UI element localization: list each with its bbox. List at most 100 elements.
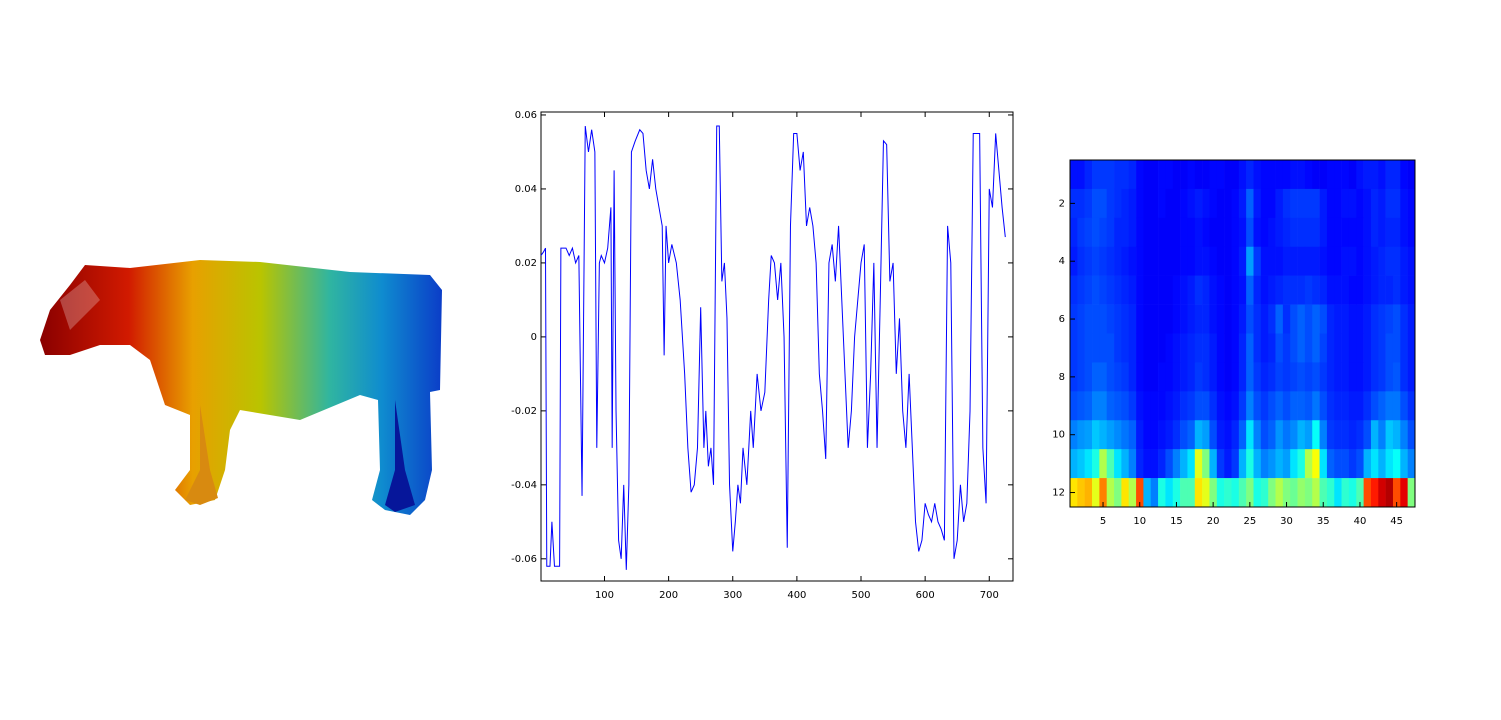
heatmap-cell: [1238, 160, 1247, 190]
heatmap-cell: [1297, 449, 1306, 479]
heatmap-cell: [1224, 275, 1232, 305]
heatmap-cell: [1121, 333, 1130, 363]
heatmap-cell: [1194, 160, 1203, 190]
heatmap-cell: [1348, 217, 1357, 248]
heatmap-cell: [1253, 246, 1262, 276]
heatmap-cell: [1268, 304, 1276, 334]
heatmap-cell: [1290, 160, 1298, 190]
heatmap-cell: [1099, 304, 1108, 334]
x-tick-label: 35: [1317, 516, 1330, 527]
heatmap-cell: [1392, 420, 1401, 450]
heatmap-cell: [1253, 275, 1262, 305]
heatmap-cell: [1092, 420, 1100, 450]
heatmap-cell: [1385, 333, 1394, 363]
heatmap-cell: [1348, 246, 1357, 276]
heatmap-cell: [1128, 188, 1137, 219]
heatmap-cell: [1282, 304, 1291, 334]
heatmap-cell: [1268, 246, 1276, 276]
heatmap-cell: [1246, 304, 1254, 334]
heatmap-cell: [1400, 246, 1408, 276]
heatmap-cell: [1194, 362, 1203, 392]
heatmap-cell: [1312, 478, 1320, 508]
heatmap-cell: [1290, 449, 1298, 479]
x-tick-label: 20: [1207, 516, 1220, 527]
heatmap-cell: [1246, 188, 1254, 219]
heatmap-cell: [1260, 449, 1269, 479]
heatmap-cell: [1312, 217, 1320, 248]
heatmap-cell: [1260, 217, 1269, 248]
heatmap-cell: [1128, 478, 1137, 508]
heatmap-cell: [1150, 391, 1159, 421]
heatmap-cell: [1370, 449, 1379, 479]
heatmap-cell: [1158, 362, 1166, 392]
heatmap-cell: [1172, 246, 1181, 276]
heatmap-cell: [1341, 391, 1350, 421]
y-tick-label: 4: [1059, 256, 1065, 267]
x-tick-label: 600: [916, 590, 935, 601]
heatmap-cell: [1246, 160, 1254, 190]
x-tick-label: 25: [1243, 516, 1256, 527]
heatmap-cell: [1392, 333, 1401, 363]
heatmap-cell: [1268, 449, 1276, 479]
heatmap-cell: [1297, 160, 1306, 190]
heatmap-cell: [1216, 217, 1225, 248]
heatmap-cell: [1121, 478, 1130, 508]
heatmap-cell: [1348, 275, 1357, 305]
heatmap-cell: [1216, 362, 1225, 392]
heatmap-cell: [1334, 391, 1342, 421]
heatmap-cell: [1070, 449, 1078, 479]
heatmap-cell: [1282, 275, 1291, 305]
heatmap-cell: [1165, 188, 1174, 219]
heatmap: 5 10 15 20 25 30 35 40 45 2 4 6 8 10 12: [1052, 159, 1416, 527]
heatmap-cell: [1158, 275, 1166, 305]
heatmap-cell: [1304, 275, 1313, 305]
heatmap-cell: [1348, 478, 1357, 508]
heatmap-cell: [1297, 333, 1306, 363]
heatmap-cell: [1180, 478, 1188, 508]
heatmap-cell: [1084, 217, 1093, 248]
heatmap-cell: [1326, 275, 1335, 305]
heatmap-cell: [1158, 160, 1166, 190]
heatmap-cell: [1407, 449, 1416, 479]
heatmap-cell: [1253, 217, 1262, 248]
heatmap-cell: [1326, 160, 1335, 190]
heatmap-cell: [1150, 217, 1159, 248]
heatmap-cell: [1202, 449, 1210, 479]
heatmap-cell: [1363, 449, 1372, 479]
heatmap-cell: [1143, 160, 1152, 190]
heatmap-cell: [1260, 160, 1269, 190]
heatmap-cell: [1202, 478, 1210, 508]
heatmap-cell: [1297, 362, 1306, 392]
heatmap-cell: [1304, 160, 1313, 190]
heatmap-cell: [1194, 478, 1203, 508]
heatmap-cell: [1253, 449, 1262, 479]
heatmap-cell: [1070, 160, 1078, 190]
heatmap-cell: [1070, 217, 1078, 248]
heatmap-cell: [1224, 478, 1232, 508]
heatmap-cell: [1224, 188, 1232, 219]
heatmap-cell: [1077, 333, 1085, 363]
x-tick-label: 10: [1133, 516, 1146, 527]
heatmap-cell: [1326, 246, 1335, 276]
y-tick-label: 0.06: [515, 110, 537, 121]
heatmap-cell: [1209, 304, 1218, 334]
heatmap-cell: [1209, 246, 1218, 276]
line-chart: 100 200 300 400 500 600 700 -0.06 -0.04 -0.02 0 0.0…: [511, 110, 1014, 601]
heatmap-cell: [1400, 217, 1408, 248]
heatmap-cell: [1121, 391, 1130, 421]
heatmap-cell: [1121, 304, 1130, 334]
heatmap-cell: [1312, 275, 1320, 305]
heatmap-cell: [1187, 478, 1196, 508]
heatmap-cell: [1407, 246, 1416, 276]
heatmap-cell: [1378, 391, 1386, 421]
heatmap-cell: [1194, 188, 1203, 219]
x-tick-label: 15: [1170, 516, 1183, 527]
heatmap-cell: [1165, 333, 1174, 363]
heatmap-cell: [1348, 188, 1357, 219]
heatmap-cell: [1128, 362, 1137, 392]
heatmap-cell: [1385, 362, 1394, 392]
heatmap-cell: [1084, 362, 1093, 392]
heatmap-cell: [1158, 246, 1166, 276]
heatmap-cell: [1407, 391, 1416, 421]
heatmap-cell: [1304, 449, 1313, 479]
